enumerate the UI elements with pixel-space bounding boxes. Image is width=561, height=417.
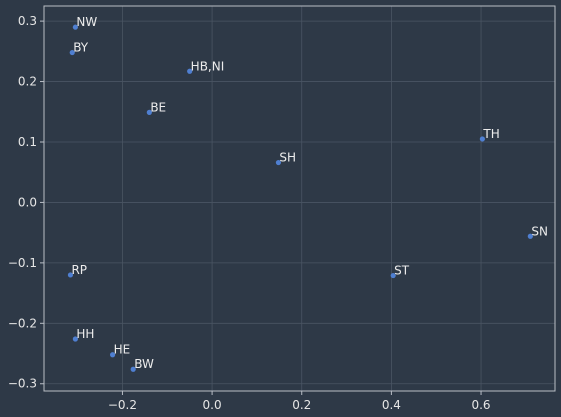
y-tick-label: 0.2 <box>18 75 37 89</box>
axis-ticks: −0.2 0.0 0.2 0.4 0.6 −0.3 −0.2 −0.1 0.0 0.1 0.2 0.3 <box>8 14 491 412</box>
data-point-rp <box>67 272 74 278</box>
plot-frame <box>43 5 556 392</box>
data-point-bw <box>130 366 136 372</box>
point-label: SN <box>531 224 548 238</box>
point-label: RP <box>71 263 87 277</box>
y-tick-label: −0.3 <box>8 377 37 391</box>
y-tick-label: 0.1 <box>18 135 37 149</box>
gridlines <box>44 6 555 391</box>
point-label: BE <box>150 100 166 114</box>
data-point-sh <box>275 159 282 166</box>
point-label: HH <box>76 327 94 341</box>
point-label: NW <box>76 15 97 29</box>
point-label: HE <box>114 343 131 357</box>
data-point-nw <box>72 24 78 30</box>
y-tick-label: −0.1 <box>8 256 37 270</box>
point-label: HB,NI <box>191 59 225 73</box>
data-points <box>67 24 533 372</box>
y-tick-label: 0.3 <box>18 14 37 28</box>
y-tick-label: −0.2 <box>8 316 37 330</box>
x-tick-label: 0.4 <box>382 398 401 412</box>
point-label: BW <box>134 357 154 371</box>
x-tick-label: 0.0 <box>203 398 222 412</box>
x-tick-label: −0.2 <box>108 398 137 412</box>
data-point-he <box>109 352 116 358</box>
x-tick-label: 0.6 <box>471 398 490 412</box>
point-label: TH <box>482 127 499 141</box>
x-tick-label: 0.2 <box>292 398 311 412</box>
data-point-sn <box>527 233 533 239</box>
data-point-be <box>146 109 152 115</box>
point-label: BY <box>73 41 89 55</box>
point-label: SH <box>279 151 296 165</box>
point-label: ST <box>394 264 410 278</box>
data-point-hh <box>72 336 78 342</box>
data-point-st <box>390 272 396 279</box>
data-point-hb-ni <box>187 68 193 74</box>
data-point-by <box>69 49 75 56</box>
data-point-th <box>479 136 485 142</box>
y-tick-label: 0.0 <box>18 195 37 209</box>
